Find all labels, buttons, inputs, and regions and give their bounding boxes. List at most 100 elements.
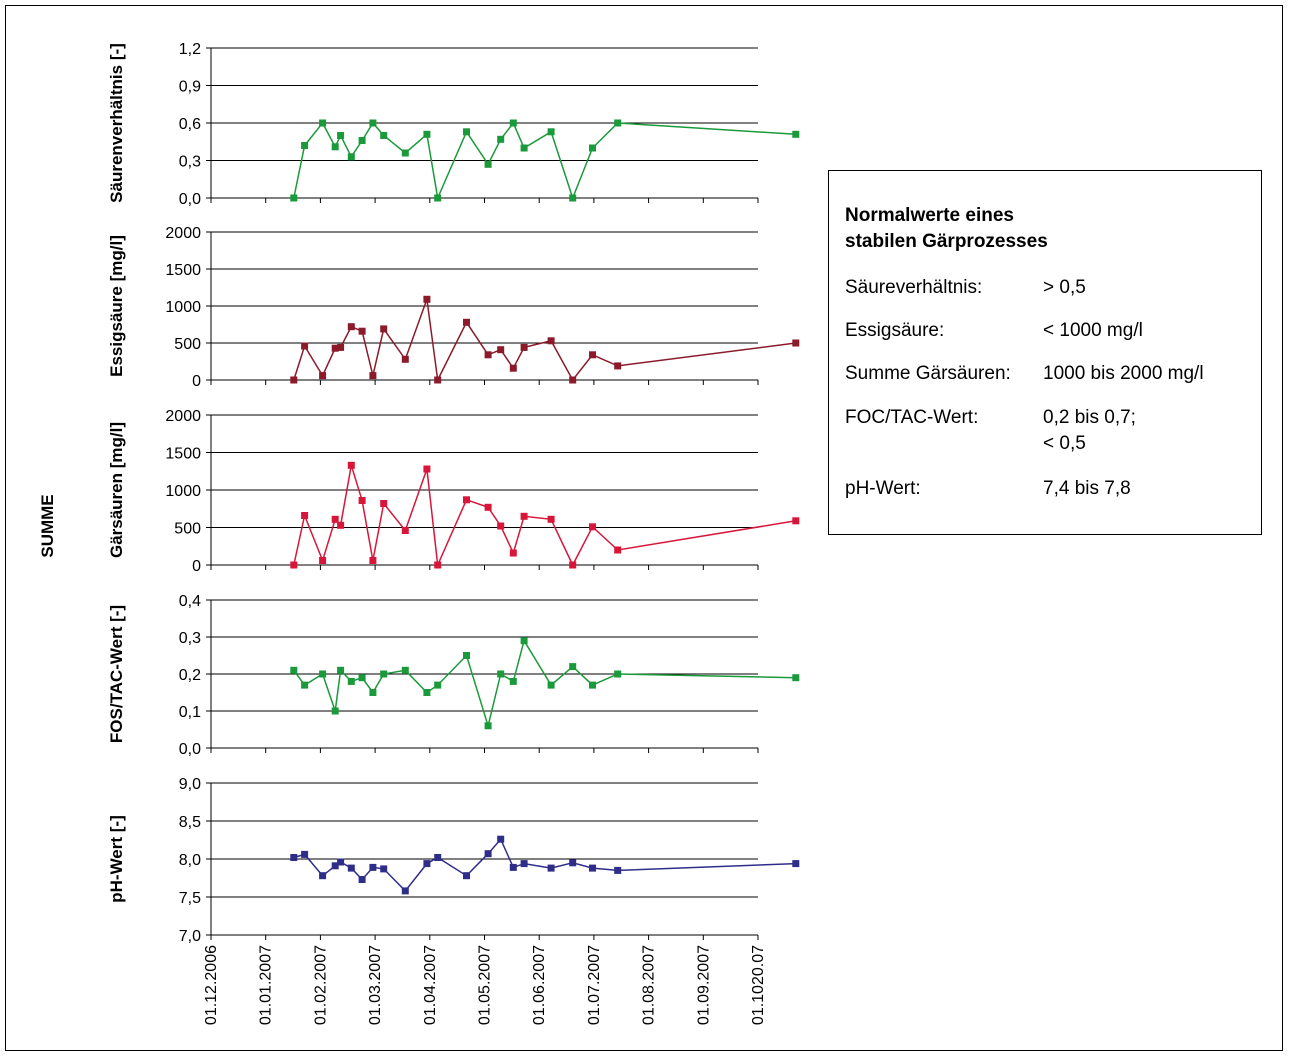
data-point: [792, 130, 800, 138]
y-tick-label: 0,9: [179, 79, 201, 96]
data-point: [463, 652, 470, 659]
legend-row-essigsaeure: Essigsäure: < 1000 mg/l: [845, 318, 1143, 344]
y-tick-label: 1000: [165, 483, 201, 500]
legend-row-label: Säureverhältnis:: [845, 277, 983, 298]
data-point: [547, 681, 555, 689]
data-point: [337, 858, 345, 866]
y-tick-label: 0,0: [179, 741, 201, 758]
data-point: [401, 666, 409, 674]
panel-2: 0 500 1000 1500 2000 Essigsäure [mg/l]: [107, 225, 800, 390]
y-tick-label: 0,3: [179, 630, 201, 647]
data-point: [331, 515, 339, 523]
y-tick-label: 2000: [165, 408, 201, 425]
data-point: [380, 325, 388, 333]
legend-row-summe-gaersaeuren: Summe Gärsäuren: 1000 bis 2000 mg/l: [845, 361, 1204, 387]
x-tick-label: 01.07.2007: [586, 945, 603, 1025]
data-point: [509, 549, 517, 557]
data-point: [337, 343, 345, 351]
data-point: [792, 517, 800, 525]
legend-row-value-line-2: < 0,5: [1043, 433, 1086, 454]
legend-row-label: FOC/TAC-Wert:: [845, 407, 979, 428]
data-point: [589, 864, 596, 872]
y-tick-label: 1000: [165, 299, 201, 316]
data-point: [290, 561, 298, 569]
figure-frame: [5, 5, 1283, 1051]
y-tick-label: 1,2: [179, 41, 201, 58]
y-axis-title: FOS/TAC-Wert [-]: [107, 605, 126, 743]
x-tick-label: 01.08.2007: [641, 945, 658, 1025]
y-tick-label: 8,5: [179, 814, 201, 831]
series-line: [293, 121, 796, 201]
y-tick-label: 9,0: [179, 776, 201, 793]
data-point: [358, 497, 366, 504]
data-point: [497, 670, 505, 678]
legend-title-line-1: Normalwerte eines: [845, 205, 1014, 226]
data-point: [509, 677, 517, 685]
y-tick-label: 0: [192, 373, 201, 390]
data-point: [358, 674, 366, 682]
legend-row-value: < 1000 mg/l: [1043, 320, 1143, 341]
data-point: [380, 865, 388, 873]
legend-row-value: 0,2 bis 0,7; < 0,5: [1043, 405, 1136, 457]
data-point: [520, 144, 528, 152]
y-tick-label: 0,3: [179, 154, 201, 171]
x-tick-label: 01.01.2007: [258, 945, 275, 1025]
data-point: [347, 677, 355, 685]
legend-row-label: pH-Wert:: [845, 478, 921, 499]
data-point: [290, 666, 298, 674]
data-point: [358, 876, 366, 883]
data-point: [434, 376, 442, 384]
data-point: [301, 142, 309, 149]
y-tick-label: 7,0: [179, 928, 201, 945]
data-point: [301, 681, 309, 689]
y-tick-label: 2000: [165, 225, 201, 242]
y-axis-title: Säurenverhältnis [-]: [107, 43, 126, 203]
chart-panels: 0,0 0,3 0,6 0,9 1,2 Säurenverhältnis [-] 0 500 1…: [107, 41, 800, 945]
y-tick-label: 0: [192, 558, 201, 575]
normal-values-box: Normalwerte eines stabilen Gärprozesses …: [828, 170, 1262, 535]
y-axis-title: pH-Wert [-]: [107, 815, 126, 903]
y-tick-label: 0,6: [179, 116, 201, 133]
y-tick-label: 0,2: [179, 667, 201, 684]
y-tick-label: 0,0: [179, 191, 201, 208]
data-point: [369, 372, 377, 380]
data-point: [319, 372, 327, 380]
data-point: [520, 637, 528, 645]
data-point: [484, 351, 492, 359]
y-tick-label: 500: [174, 336, 201, 353]
data-point: [614, 362, 622, 370]
data-point: [337, 132, 345, 139]
legend-row-value: 1000 bis 2000 mg/l: [1043, 363, 1204, 384]
data-point: [319, 872, 327, 880]
legend-row-label: Summe Gärsäuren:: [845, 363, 1011, 384]
data-point: [337, 521, 345, 529]
data-point: [331, 143, 339, 151]
data-point: [497, 835, 505, 843]
data-point: [434, 561, 442, 569]
y-axis-title: Gärsäuren [mg/l]: [107, 422, 126, 558]
x-tick-label: 01.06.2007: [531, 945, 548, 1025]
data-point: [380, 670, 388, 678]
data-point: [434, 681, 442, 689]
data-point: [614, 866, 622, 874]
data-point: [509, 364, 517, 372]
panel-5: 7,0 7,5 8,0 8,5 9,0 pH-Wert [-]: [107, 776, 800, 945]
x-tick-label: 01.1020.07: [750, 945, 767, 1025]
x-tick-label: 01.05.2007: [477, 945, 494, 1025]
data-point: [520, 343, 528, 351]
series-line: [293, 638, 796, 729]
y-tick-label: 1500: [165, 262, 201, 279]
data-point: [589, 144, 596, 152]
data-point: [331, 344, 339, 352]
data-point: [423, 295, 431, 303]
data-point: [569, 376, 577, 384]
legend-row-label: Essigsäure:: [845, 320, 945, 341]
data-point: [497, 346, 505, 354]
data-point: [792, 860, 800, 868]
data-point: [614, 546, 622, 554]
data-point: [358, 137, 366, 144]
data-point: [380, 132, 388, 139]
legend-row-value: > 0,5: [1043, 277, 1086, 298]
legend-row-value-line-1: 0,2 bis 0,7;: [1043, 407, 1136, 428]
